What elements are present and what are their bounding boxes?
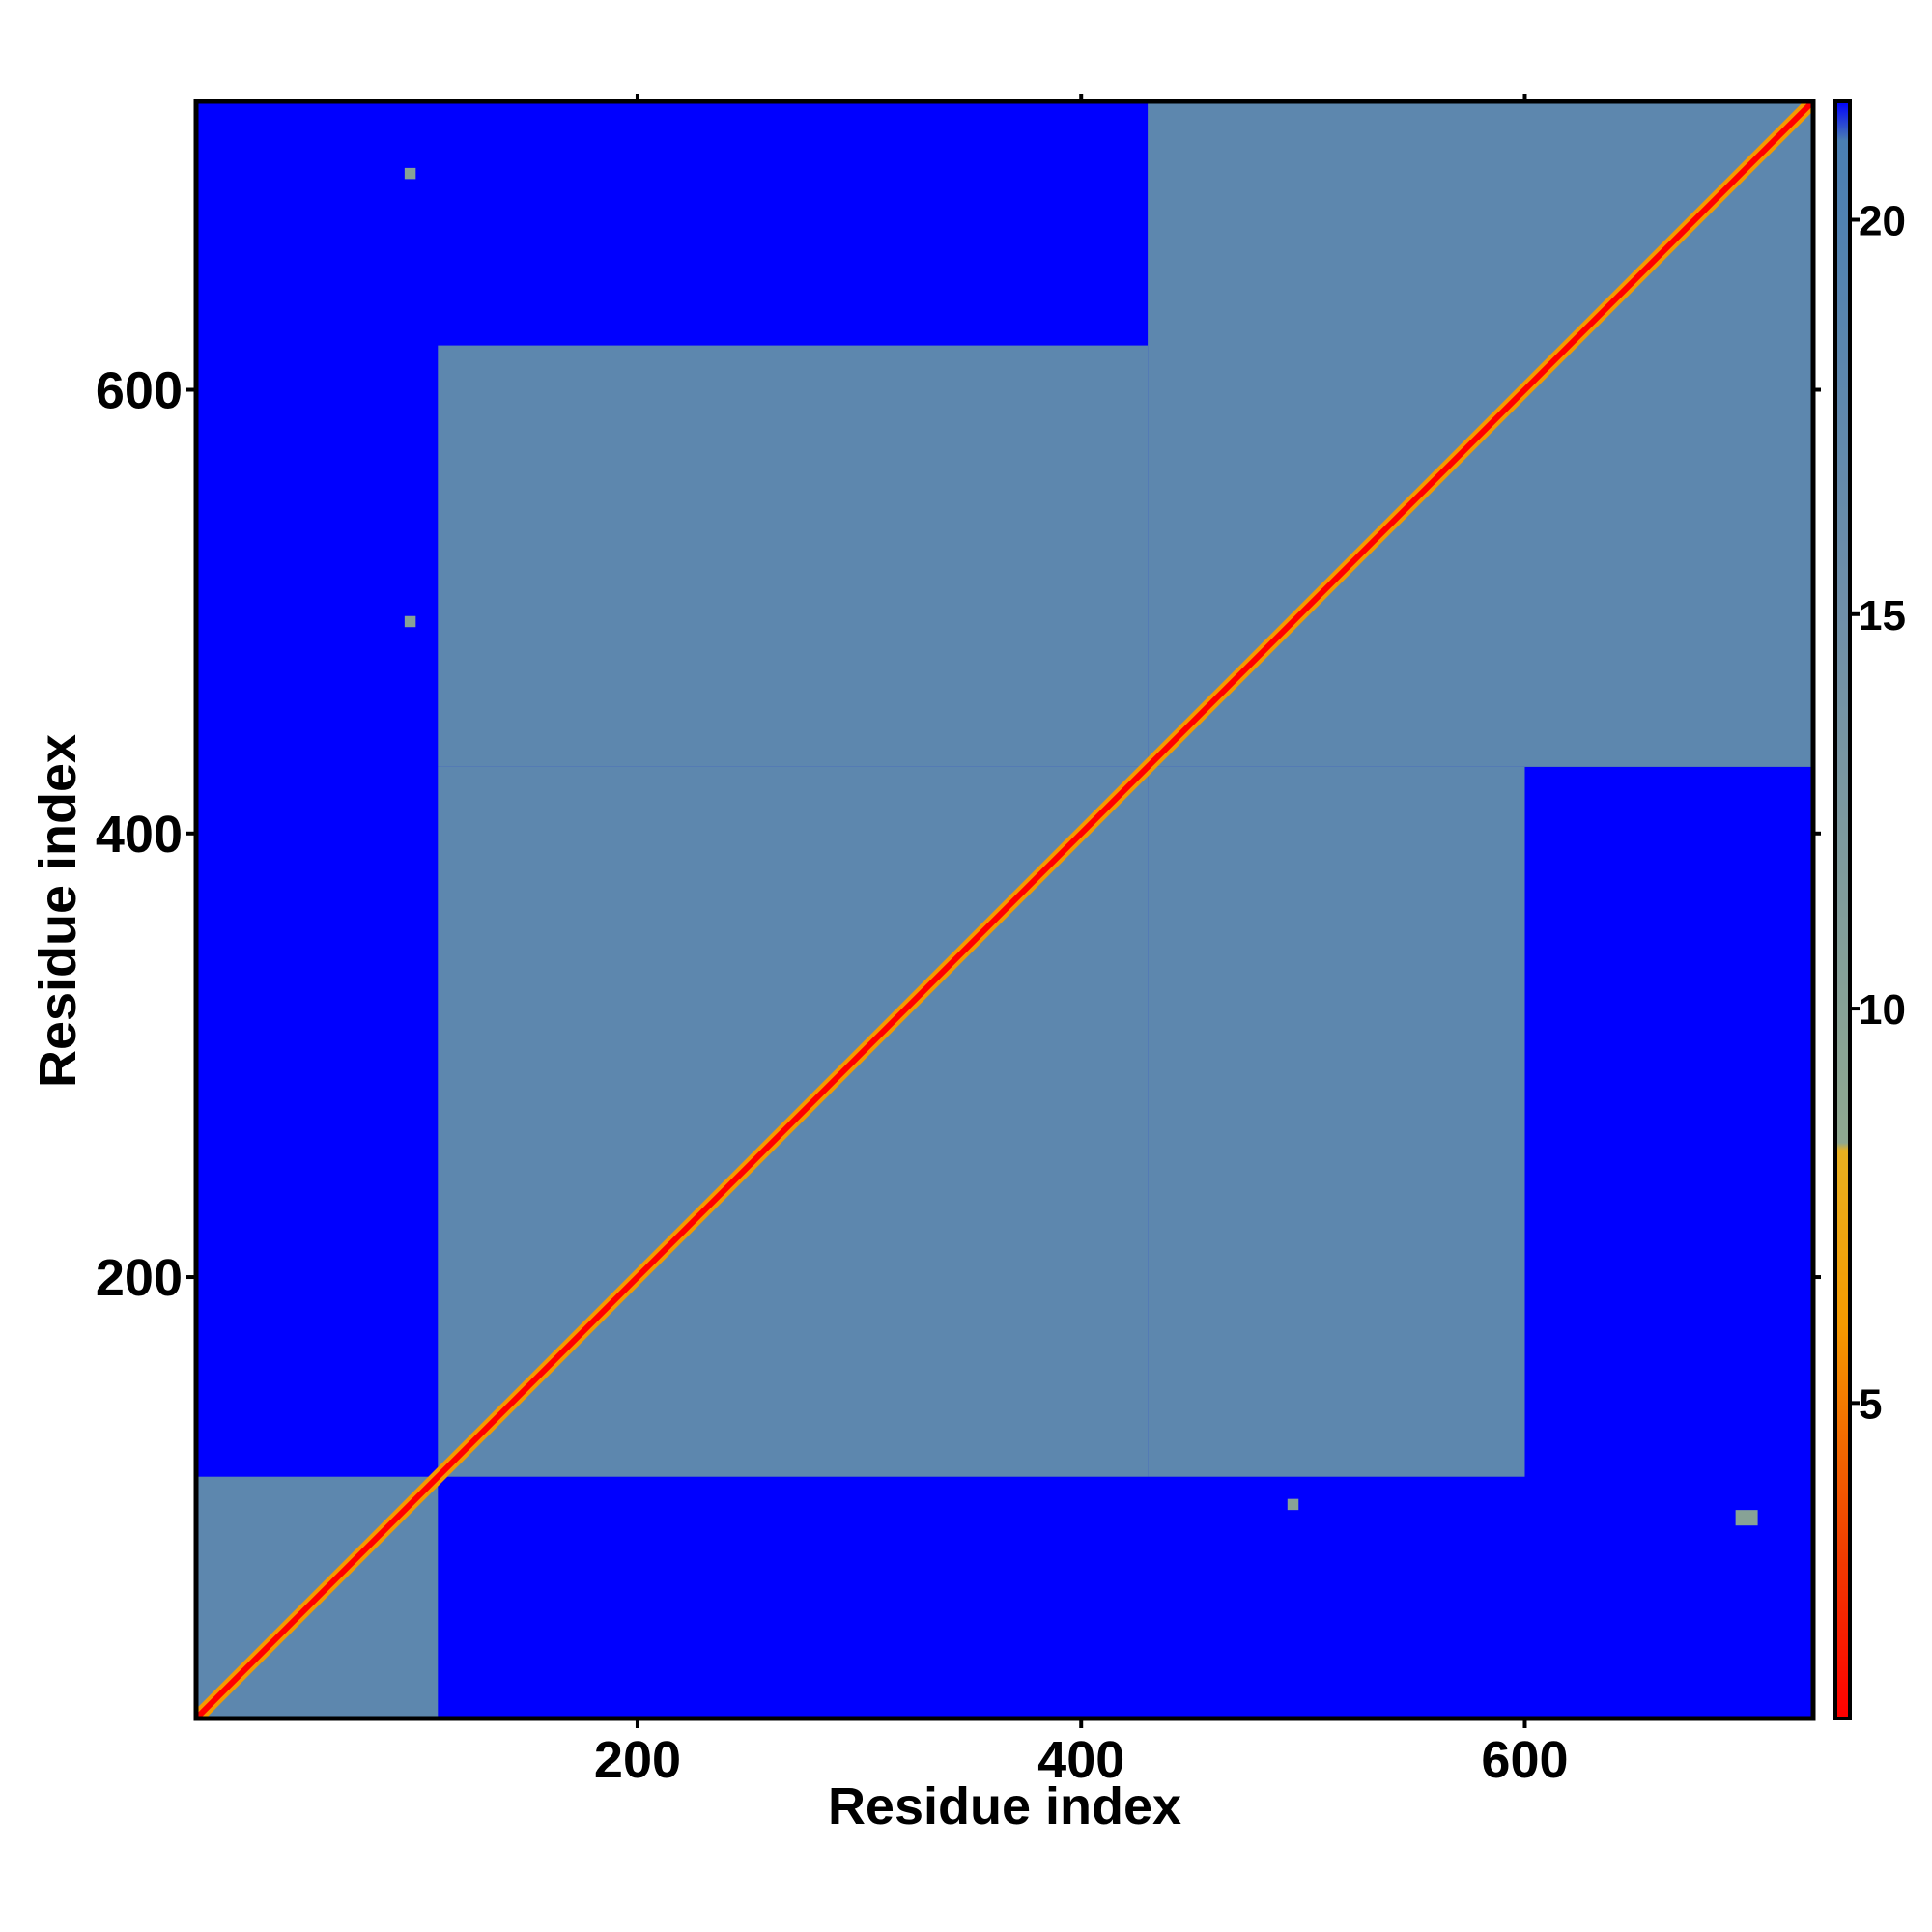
y-tick-label: 600 — [96, 362, 183, 420]
contact-region — [404, 615, 416, 628]
colorbar-tick-label: 20 — [1859, 197, 1906, 244]
y-axis-title: Residue index — [29, 734, 87, 1088]
contact-region — [1287, 1498, 1299, 1511]
colorbar-tick-label: 5 — [1859, 1380, 1882, 1428]
contact-region — [438, 345, 1149, 767]
x-tick-label: 600 — [1481, 1731, 1568, 1789]
x-axis-title: Residue index — [828, 1777, 1181, 1835]
y-tick-label: 200 — [96, 1249, 183, 1307]
colorbar: 5 10 15 20 — [1833, 99, 1906, 1720]
colorbar-tick-label: 10 — [1859, 986, 1906, 1034]
plot-frame — [193, 99, 1816, 1721]
contact-region — [1735, 1510, 1758, 1526]
contact-region — [1148, 766, 1525, 1477]
diagonal-band — [196, 101, 1813, 1719]
colorbar-ticks: 5 10 15 20 — [1850, 197, 1906, 1428]
x-tick-label: 400 — [1037, 1731, 1124, 1789]
x-axis: 200 400 600 — [594, 94, 1569, 1789]
contact-region — [404, 167, 416, 180]
x-tick-label: 200 — [594, 1731, 681, 1789]
colorbar-tick-label: 15 — [1859, 592, 1906, 639]
y-tick-label: 400 — [96, 806, 183, 864]
colorbar-ramp — [1833, 99, 1852, 1720]
y-axis: 200 400 600 — [96, 362, 1821, 1307]
diagonal-line — [196, 101, 1813, 1719]
heatmap-panel — [193, 99, 1816, 1721]
